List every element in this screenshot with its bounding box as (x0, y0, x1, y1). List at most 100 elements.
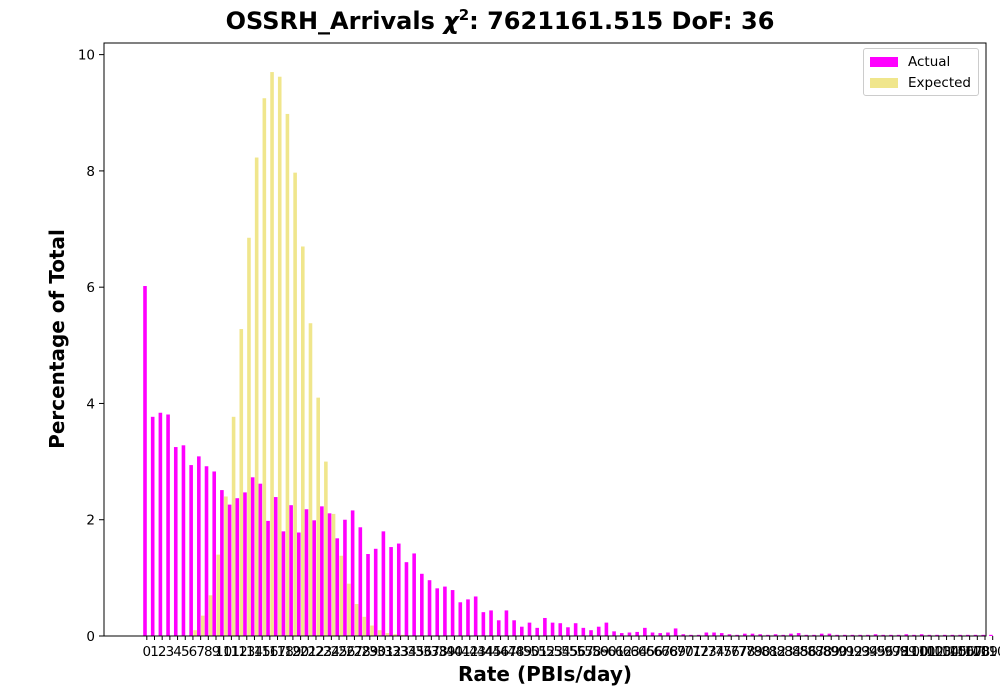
bar-actual-100 (912, 634, 916, 636)
bar-actual-17 (273, 497, 278, 636)
legend-item-actual: Actual (870, 53, 950, 71)
y-tick-label-8: 8 (86, 164, 95, 180)
x-tick-label-77: 77 (730, 644, 747, 660)
bar-actual-88 (819, 633, 824, 636)
title-chi-power: 2 (458, 6, 470, 24)
x-tick-label-74: 74 (707, 644, 724, 660)
x-tick-label-49: 49 (515, 644, 532, 660)
x-tick-label-108: 108 (964, 644, 990, 660)
bar-actual-72 (696, 634, 701, 636)
x-tick-label-24: 24 (323, 644, 340, 660)
x-tick-label-42: 42 (461, 644, 478, 660)
x-tick-label-103: 103 (926, 644, 952, 660)
bar-expected-18 (285, 113, 290, 637)
x-tick-label-10: 10 (215, 644, 232, 660)
bar-actual-87 (812, 634, 816, 636)
x-tick-label-32: 32 (384, 644, 401, 660)
y-tick-label-4: 4 (86, 396, 95, 412)
legend-label-actual: Actual (908, 54, 951, 70)
bar-actual-59 (596, 626, 601, 636)
bar-actual-108 (973, 634, 978, 636)
bar-actual-76 (727, 634, 732, 636)
bar-actual-66 (650, 632, 655, 636)
x-tick-label-21: 21 (300, 644, 317, 660)
x-tick-label-95: 95 (869, 644, 886, 660)
bar-expected-24 (331, 513, 336, 636)
bar-actual-1 (150, 416, 155, 636)
bar-actual-13 (243, 492, 247, 636)
bar-actual-39 (443, 586, 447, 636)
bar-actual-67 (658, 633, 663, 636)
x-tick-label-8: 8 (204, 644, 213, 660)
bar-actual-110 (989, 634, 993, 636)
x-tick-label-20: 20 (292, 644, 309, 660)
bar-actual-98 (896, 634, 901, 636)
bar-actual-4 (173, 447, 178, 636)
x-tick-label-81: 81 (761, 644, 778, 660)
bar-actual-46 (496, 620, 501, 636)
x-tick-label-72: 72 (692, 644, 709, 660)
x-tick-label-52: 52 (538, 644, 555, 660)
bar-actual-42 (466, 599, 470, 636)
x-tick-label-41: 41 (453, 644, 470, 660)
x-tick-label-26: 26 (338, 644, 355, 660)
bar-actual-47 (504, 610, 509, 636)
bar-expected-23 (324, 461, 328, 636)
bar-actual-6 (189, 465, 193, 636)
bar-actual-99 (904, 634, 909, 636)
title-suffix: : 7621161.515 DoF: 36 (469, 7, 775, 35)
bar-actual-0 (143, 286, 147, 636)
bar-expected-28 (362, 616, 367, 636)
x-tick-label-98: 98 (892, 644, 909, 660)
bar-expected-11 (231, 416, 236, 636)
bar-actual-82 (773, 634, 778, 636)
x-tick-label-48: 48 (507, 644, 524, 660)
bar-expected-33 (400, 634, 405, 636)
bar-actual-32 (389, 547, 393, 636)
x-tick-label-27: 27 (346, 644, 363, 660)
bar-actual-77 (735, 634, 739, 636)
bar-expected-27 (354, 604, 359, 636)
x-tick-label-65: 65 (638, 644, 655, 660)
x-tick-label-57: 57 (577, 644, 594, 660)
bar-actual-71 (689, 634, 693, 636)
bar-actual-19 (289, 505, 293, 636)
x-tick-label-50: 50 (523, 644, 540, 660)
bar-actual-73 (704, 632, 709, 636)
bar-actual-62 (619, 633, 624, 636)
bar-actual-53 (550, 622, 555, 636)
x-tick-label-39: 39 (438, 644, 455, 660)
bar-actual-60 (604, 622, 609, 636)
x-tick-label-35: 35 (407, 644, 424, 660)
x-tick-label-11: 11 (223, 644, 240, 660)
bar-actual-7 (197, 456, 201, 636)
bar-actual-49 (520, 626, 524, 636)
x-tick-label-67: 67 (653, 644, 670, 660)
bar-actual-101 (919, 634, 924, 636)
bar-expected-32 (393, 634, 397, 636)
x-tick-label-104: 104 (934, 644, 960, 660)
bar-actual-54 (558, 623, 563, 636)
bar-actual-79 (750, 633, 755, 636)
x-tick-label-14: 14 (246, 644, 263, 660)
bar-actual-92 (850, 634, 855, 636)
legend: Actual Expected (863, 48, 979, 96)
x-tick-label-66: 66 (646, 644, 663, 660)
x-tick-label-29: 29 (361, 644, 378, 660)
x-tick-label-46: 46 (492, 644, 509, 660)
bar-actual-50 (527, 622, 532, 636)
x-tick-label-64: 64 (630, 644, 647, 660)
bar-actual-51 (535, 627, 539, 636)
bar-actual-89 (827, 633, 832, 636)
bar-actual-106 (958, 634, 962, 636)
x-tick-label-4: 4 (173, 644, 182, 660)
legend-swatch-expected (870, 78, 898, 88)
x-tick-label-106: 106 (949, 644, 975, 660)
x-tick-label-85: 85 (792, 644, 809, 660)
x-tick-label-80: 80 (753, 644, 770, 660)
x-tick-label-45: 45 (484, 644, 501, 660)
bar-actual-44 (481, 612, 486, 636)
bar-actual-90 (835, 634, 839, 636)
bar-actual-78 (743, 633, 747, 636)
